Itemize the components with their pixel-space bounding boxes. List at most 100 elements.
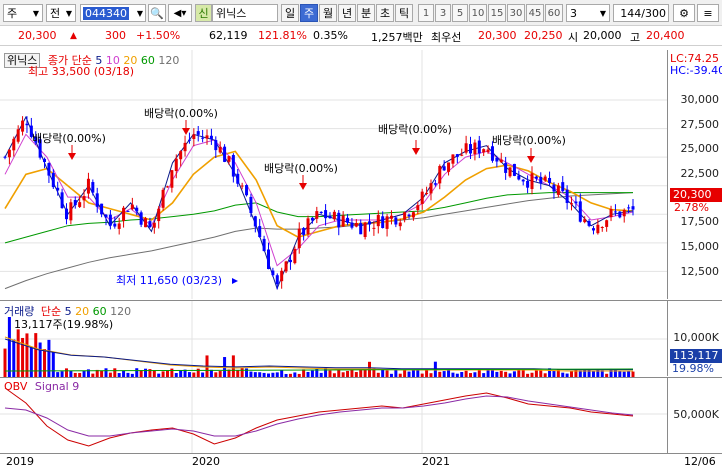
x-tick: 12/06 xyxy=(684,455,716,468)
x-tick: 2021 xyxy=(422,455,450,468)
volume-bar xyxy=(499,370,503,377)
volume-bar xyxy=(495,371,499,377)
volume-bar xyxy=(196,368,200,377)
interval-5[interactable]: 5 xyxy=(452,4,468,22)
price-tick: 12,500 xyxy=(680,265,720,278)
candle xyxy=(578,201,582,222)
volume-bar xyxy=(43,349,47,377)
candle xyxy=(368,221,372,225)
price-axis: LC:74.25 HC:-39.40 30,000 27,500 25,000 … xyxy=(667,50,722,299)
volume-bar xyxy=(346,370,350,377)
candle xyxy=(25,123,29,126)
obv-panel[interactable]: OBV Signal 9 xyxy=(0,377,667,454)
volume-bar xyxy=(245,368,249,377)
volume-bar xyxy=(464,370,468,377)
candle xyxy=(442,166,446,171)
obv-tick: 50,000K xyxy=(673,408,719,421)
sound-button[interactable]: ◀▾ xyxy=(168,4,192,22)
volume-bar xyxy=(381,369,385,377)
candle xyxy=(451,154,455,164)
candle xyxy=(64,208,68,220)
candle xyxy=(411,212,415,218)
volume-bar xyxy=(451,372,455,377)
right-arrow-icon xyxy=(232,278,238,284)
candle xyxy=(354,222,358,227)
x-axis: 2019 2020 2021 12/06 xyxy=(0,453,722,469)
chevron-down-icon: ▼ xyxy=(65,8,72,18)
trade-amount: 1,257백만 xyxy=(371,31,423,44)
volume-bar xyxy=(170,368,174,377)
candle xyxy=(218,146,222,153)
volume-bar xyxy=(122,370,126,377)
volume-ma-line xyxy=(4,368,634,372)
dividend-label: 배당락(0.00%) xyxy=(378,123,452,136)
volume-bar xyxy=(187,372,191,377)
volume-chart[interactable] xyxy=(0,301,667,377)
interval-45[interactable]: 45 xyxy=(526,4,544,22)
volume-bar xyxy=(231,355,235,377)
interval-10[interactable]: 10 xyxy=(469,4,487,22)
period-month[interactable]: 월 xyxy=(319,4,337,22)
volume-bar xyxy=(100,370,104,377)
period-minute[interactable]: 분 xyxy=(357,4,375,22)
settings-button[interactable]: ⚙ xyxy=(673,4,695,22)
stock-code-input[interactable]: 044340 ▼ xyxy=(80,4,146,22)
interval-select[interactable]: 3 ▼ xyxy=(566,4,610,22)
candle xyxy=(135,207,139,212)
period-second[interactable]: 초 xyxy=(376,4,394,22)
price-panel[interactable]: 위닉스 종가 단순 5 10 20 60 120 최고 33,500 (03/1… xyxy=(0,50,667,299)
volume-bar xyxy=(51,351,55,377)
volume-bar xyxy=(578,370,582,377)
period-day[interactable]: 일 xyxy=(281,4,299,22)
candle xyxy=(214,140,218,151)
interval-60[interactable]: 60 xyxy=(545,4,563,22)
candle xyxy=(253,216,257,227)
candle xyxy=(587,220,591,226)
volume-panel[interactable]: 거래량 단순 5 20 60 120 13,117주(19.98%) xyxy=(0,300,667,377)
count-input[interactable]: 144/300 xyxy=(613,4,669,22)
candle xyxy=(29,125,33,137)
search-button[interactable]: 🔍 xyxy=(148,4,166,22)
interval-15[interactable]: 15 xyxy=(488,4,506,22)
low-note: 최저 11,650 (03/23) xyxy=(116,274,223,287)
candle xyxy=(69,202,73,221)
menu-button[interactable]: ≡ xyxy=(697,4,719,22)
price-change: 300 xyxy=(105,29,126,42)
candle xyxy=(490,146,494,161)
volume-bar xyxy=(73,372,77,377)
candle xyxy=(139,212,143,225)
volume-bar xyxy=(108,372,112,377)
volume-bar xyxy=(376,372,380,377)
price-chart[interactable] xyxy=(0,50,667,299)
candle xyxy=(51,172,55,188)
candle xyxy=(583,219,587,223)
period-tick[interactable]: 틱 xyxy=(395,4,413,22)
stock-badge[interactable]: 신 xyxy=(195,4,212,22)
obv-chart[interactable] xyxy=(0,378,667,454)
volume-bar xyxy=(574,369,578,377)
interval-1[interactable]: 1 xyxy=(418,4,434,22)
candle xyxy=(78,202,82,207)
interval-30[interactable]: 30 xyxy=(507,4,525,22)
market-select[interactable]: 주 ▼ xyxy=(3,4,43,22)
volume-bar xyxy=(139,370,143,377)
period-week[interactable]: 주 xyxy=(300,4,318,22)
volume-bar xyxy=(297,373,301,377)
candle xyxy=(43,158,47,163)
price-legend: 위닉스 종가 단순 5 10 20 60 120 xyxy=(4,52,179,68)
volume-axis: 10,000K 113,117 19.98% xyxy=(667,300,722,376)
volume-bar xyxy=(394,369,398,377)
candle xyxy=(381,216,385,229)
period-year[interactable]: 년 xyxy=(338,4,356,22)
interval-3[interactable]: 3 xyxy=(435,4,451,22)
candle xyxy=(174,158,178,171)
candle xyxy=(376,214,380,227)
volume-bar xyxy=(605,373,609,377)
candle xyxy=(526,180,530,188)
volume-bar xyxy=(332,373,336,377)
prefix-button[interactable]: 전 ▼ xyxy=(46,4,76,22)
candle xyxy=(596,224,600,234)
volume-bar xyxy=(82,370,86,377)
open-label: 시 xyxy=(568,31,579,44)
volume-bar xyxy=(214,372,218,377)
